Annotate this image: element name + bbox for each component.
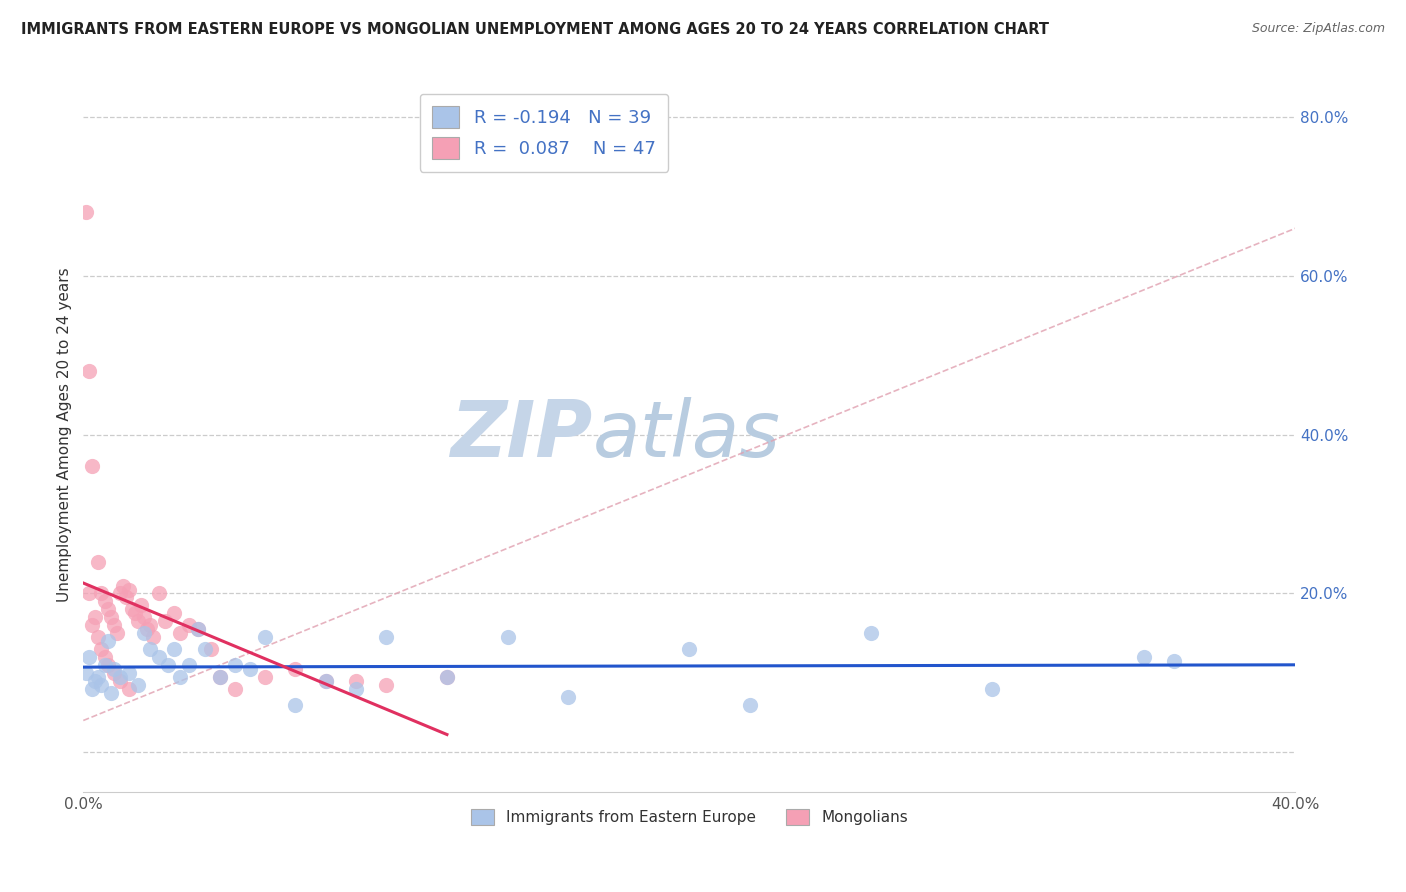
Point — [163, 642, 186, 657]
Point — [179, 618, 201, 632]
Text: Source: ZipAtlas.com: Source: ZipAtlas.com — [1251, 22, 1385, 36]
Point — [254, 630, 277, 644]
Point — [139, 618, 162, 632]
Point — [678, 642, 700, 657]
Point — [87, 555, 110, 569]
Point — [344, 673, 367, 688]
Point — [224, 681, 246, 696]
Point — [284, 698, 307, 712]
Point — [557, 690, 579, 704]
Point — [315, 673, 337, 688]
Point — [75, 665, 97, 680]
Point — [108, 673, 131, 688]
Point — [129, 599, 152, 613]
Point — [96, 657, 118, 672]
Point — [93, 657, 115, 672]
Point — [208, 670, 231, 684]
Point — [142, 630, 165, 644]
Point — [127, 614, 149, 628]
Point — [103, 665, 125, 680]
Point — [100, 610, 122, 624]
Point — [860, 626, 883, 640]
Point — [315, 673, 337, 688]
Point — [169, 626, 191, 640]
Point — [79, 650, 101, 665]
Point — [179, 657, 201, 672]
Point — [93, 594, 115, 608]
Point — [82, 681, 104, 696]
Point — [90, 642, 112, 657]
Point — [96, 634, 118, 648]
Point — [738, 698, 761, 712]
Point — [121, 602, 143, 616]
Point — [153, 614, 176, 628]
Point — [96, 602, 118, 616]
Point — [139, 642, 162, 657]
Point — [108, 670, 131, 684]
Point — [82, 618, 104, 632]
Point — [100, 686, 122, 700]
Point — [157, 657, 180, 672]
Point — [79, 364, 101, 378]
Point — [114, 591, 136, 605]
Point — [103, 618, 125, 632]
Point — [239, 662, 262, 676]
Point — [84, 673, 107, 688]
Point — [436, 670, 458, 684]
Point — [87, 670, 110, 684]
Point — [75, 205, 97, 219]
Point — [105, 626, 128, 640]
Legend: Immigrants from Eastern Europe, Mongolians: Immigrants from Eastern Europe, Mongolia… — [461, 799, 917, 834]
Text: atlas: atlas — [592, 397, 780, 473]
Point — [981, 681, 1004, 696]
Point — [284, 662, 307, 676]
Point — [124, 607, 146, 621]
Point — [1133, 650, 1156, 665]
Point — [200, 642, 222, 657]
Point — [193, 642, 215, 657]
Point — [163, 607, 186, 621]
Point — [148, 650, 170, 665]
Point — [90, 678, 112, 692]
Point — [254, 670, 277, 684]
Point — [148, 586, 170, 600]
Point — [136, 622, 159, 636]
Point — [187, 622, 209, 636]
Point — [118, 681, 141, 696]
Point — [496, 630, 519, 644]
Point — [375, 678, 398, 692]
Point — [118, 582, 141, 597]
Point — [344, 681, 367, 696]
Point — [375, 630, 398, 644]
Point — [169, 670, 191, 684]
Point — [82, 459, 104, 474]
Point — [108, 586, 131, 600]
Point — [224, 657, 246, 672]
Point — [111, 578, 134, 592]
Point — [84, 610, 107, 624]
Text: IMMIGRANTS FROM EASTERN EUROPE VS MONGOLIAN UNEMPLOYMENT AMONG AGES 20 TO 24 YEA: IMMIGRANTS FROM EASTERN EUROPE VS MONGOL… — [21, 22, 1049, 37]
Point — [132, 610, 155, 624]
Point — [127, 678, 149, 692]
Point — [132, 626, 155, 640]
Point — [93, 650, 115, 665]
Point — [436, 670, 458, 684]
Point — [1163, 654, 1185, 668]
Point — [103, 662, 125, 676]
Y-axis label: Unemployment Among Ages 20 to 24 years: Unemployment Among Ages 20 to 24 years — [58, 268, 72, 602]
Point — [187, 622, 209, 636]
Point — [90, 586, 112, 600]
Point — [79, 586, 101, 600]
Text: ZIP: ZIP — [450, 397, 592, 473]
Point — [208, 670, 231, 684]
Point — [118, 665, 141, 680]
Point — [87, 630, 110, 644]
